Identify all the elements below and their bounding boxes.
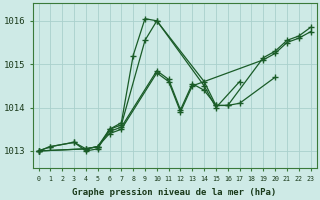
X-axis label: Graphe pression niveau de la mer (hPa): Graphe pression niveau de la mer (hPa) <box>72 188 277 197</box>
